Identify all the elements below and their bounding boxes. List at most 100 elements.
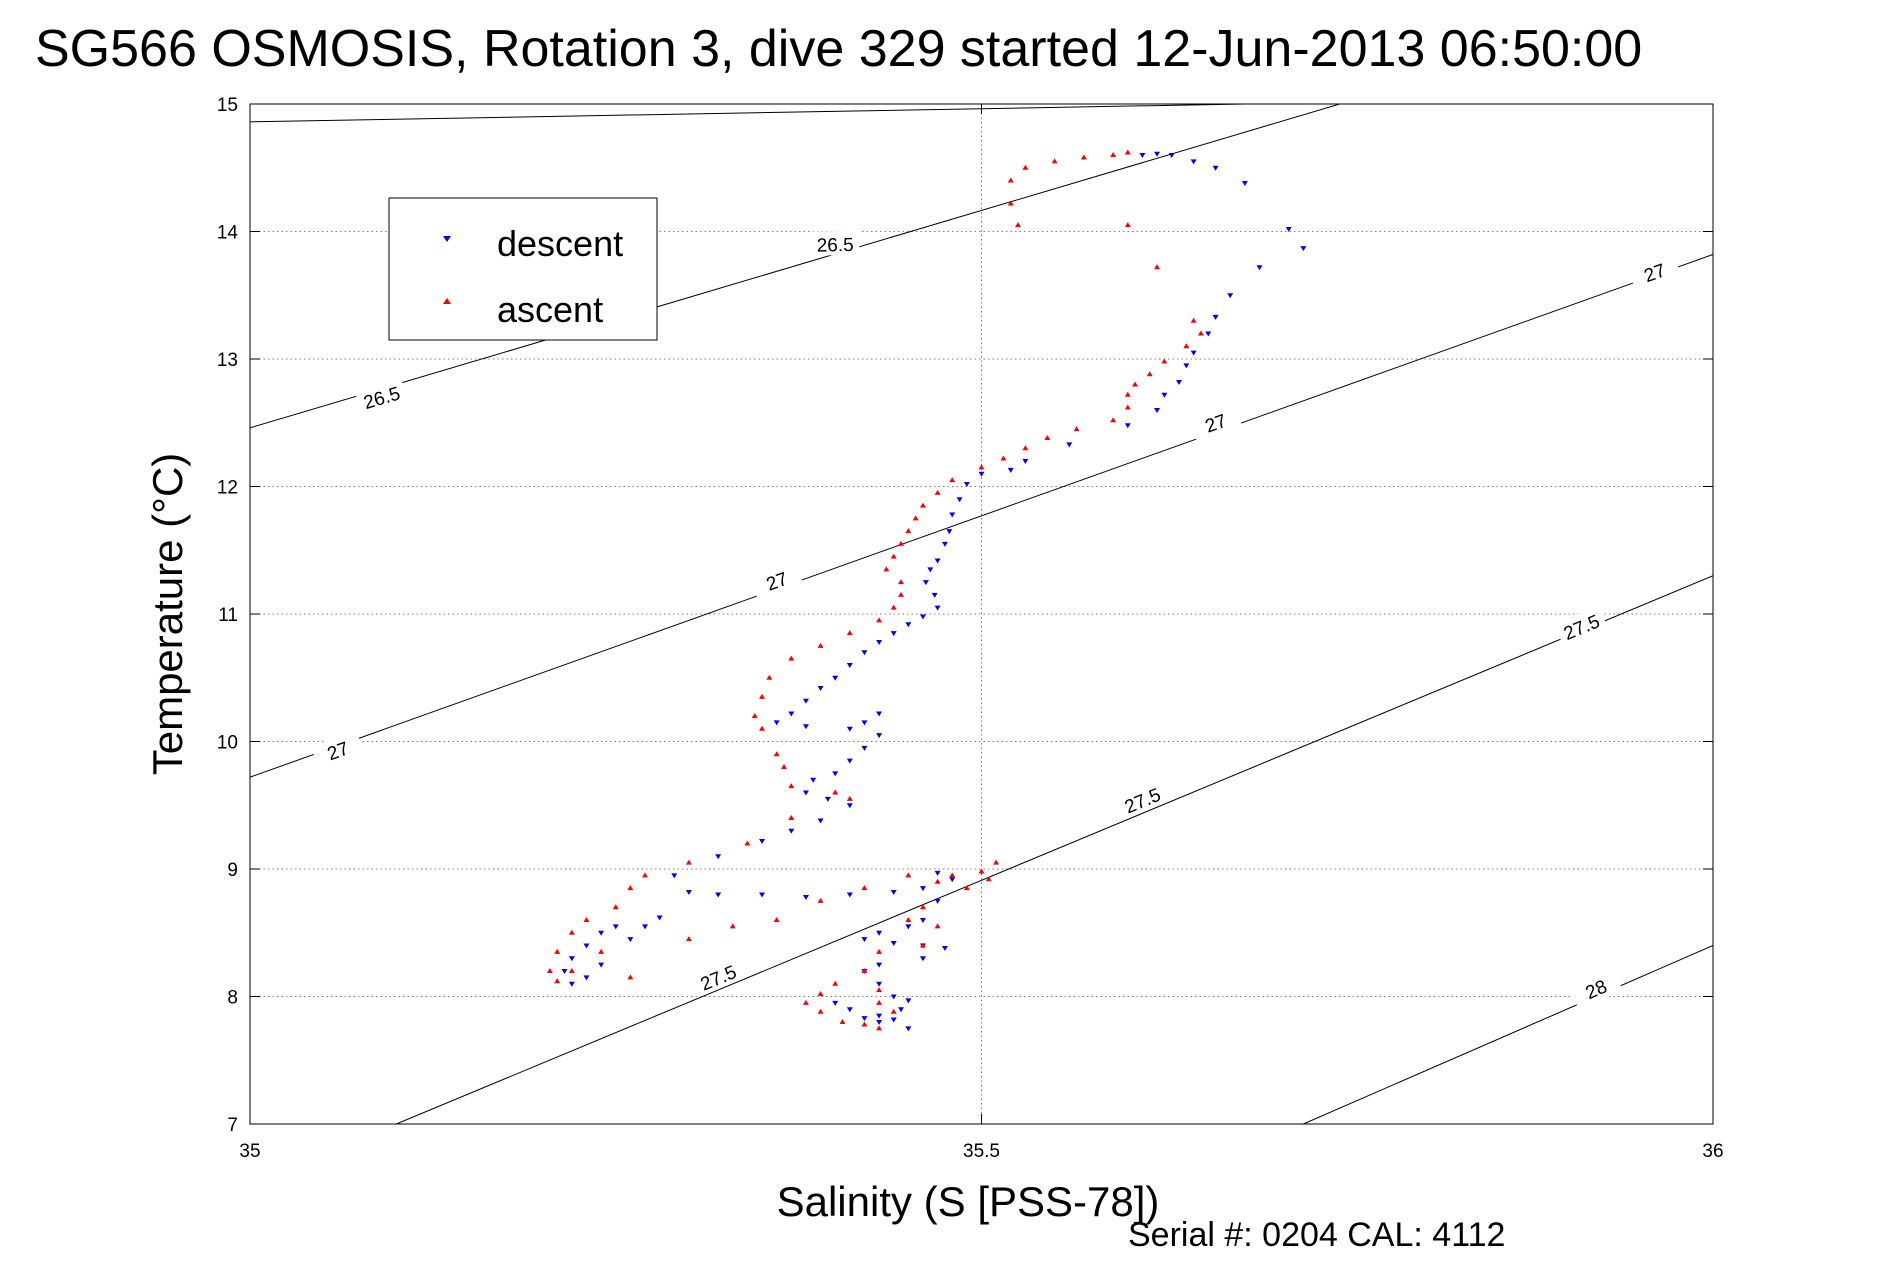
ascent-point: [861, 885, 868, 891]
descent-point: [627, 937, 634, 943]
y-tick-label: 8: [227, 988, 238, 1009]
descent-point: [1241, 181, 1248, 187]
ascent-point: [919, 942, 926, 948]
descent-point: [598, 930, 605, 936]
density-contour-label: 27.5: [1561, 611, 1603, 645]
ascent-point: [1051, 158, 1058, 164]
descent-point: [931, 592, 938, 598]
descent-point: [832, 675, 839, 681]
descent-point: [1205, 331, 1212, 337]
ascent-point: [905, 872, 912, 878]
ascent-point: [978, 868, 985, 874]
ascent-point: [846, 630, 853, 636]
descent-point: [1154, 408, 1161, 413]
descent-point: [1285, 226, 1292, 232]
descent-series: [561, 151, 1307, 1032]
descent-point: [876, 981, 883, 987]
ascent-point: [898, 579, 905, 585]
descent-point: [876, 711, 883, 717]
ascent-point: [1007, 177, 1014, 183]
descent-point: [1022, 459, 1029, 464]
descent-point: [890, 940, 897, 946]
ascent-point: [1183, 343, 1190, 349]
ascent-point: [890, 553, 897, 559]
descent-point: [568, 981, 575, 987]
descent-point: [934, 898, 941, 904]
density-contour-label-backdrop: [310, 730, 365, 769]
y-tick-label: 14: [217, 223, 239, 244]
density-contour-line: [250, 104, 1342, 429]
ascent-point: [642, 872, 649, 878]
descent-point: [671, 873, 678, 879]
density-contour-label: 26.5: [817, 235, 854, 257]
descent-point: [846, 663, 853, 668]
descent-point: [685, 889, 692, 895]
ascent-point: [934, 878, 941, 884]
descent-point: [876, 930, 883, 936]
ascent-point: [1161, 358, 1168, 364]
descent-point: [788, 711, 795, 717]
ascent-point: [898, 540, 905, 546]
ascent-point: [832, 789, 839, 795]
descent-point: [905, 924, 912, 930]
ascent-point: [934, 923, 941, 929]
ascent-point: [546, 968, 553, 973]
descent-point: [876, 962, 883, 968]
descent-point: [583, 975, 590, 981]
density-contour-label-backdrop: [1568, 967, 1623, 1009]
ascent-point: [949, 477, 956, 483]
ascent-point: [773, 917, 780, 922]
ascent-point: [883, 566, 890, 572]
chart-title: SG566 OSMOSIS, Rotation 3, dive 329 star…: [35, 20, 1642, 78]
density-contour-label-backdrop: [1554, 605, 1608, 647]
descent-point: [598, 962, 605, 968]
ascent-point: [1110, 152, 1117, 157]
descent-point: [934, 605, 941, 611]
descent-point: [583, 943, 590, 949]
descent-point: [949, 877, 956, 883]
ascent-point: [759, 693, 766, 699]
ascent-point: [1132, 381, 1139, 387]
descent-point: [1300, 246, 1307, 252]
ascent-point: [876, 948, 883, 954]
legend-ascent-marker: [443, 298, 451, 304]
descent-point: [1256, 265, 1263, 271]
ascent-point: [817, 990, 824, 996]
density-contour-line: [1303, 945, 1713, 1124]
descent-point: [949, 512, 956, 518]
descent-point: [1190, 350, 1197, 356]
descent-point: [922, 580, 929, 586]
x-tick-label: 35.5: [963, 1141, 1000, 1162]
ascent-point: [919, 502, 926, 508]
descent-point: [905, 622, 912, 628]
descent-point: [642, 924, 649, 930]
descent-point: [956, 497, 963, 503]
ascent-point: [876, 999, 883, 1005]
descent-point: [861, 745, 868, 751]
descent-point: [612, 924, 619, 930]
ascent-point: [839, 1019, 846, 1024]
descent-point: [876, 1013, 883, 1019]
ascent-point: [934, 489, 941, 495]
ascent-point: [985, 876, 992, 882]
ascent-point: [846, 795, 853, 801]
descent-point: [759, 838, 766, 844]
descent-point: [898, 1007, 905, 1013]
descent-point: [861, 1016, 868, 1022]
descent-point: [905, 1026, 912, 1032]
ascent-point: [876, 617, 883, 623]
ascent-point: [685, 936, 692, 942]
ascent-point: [1190, 317, 1197, 323]
ascent-point: [744, 840, 751, 846]
density-contour-label-backdrop: [1627, 251, 1681, 291]
x-tick-label: 36: [1702, 1141, 1723, 1162]
descent-point: [919, 886, 926, 892]
legend: descent ascent: [388, 197, 658, 341]
ascent-point: [1022, 445, 1029, 451]
descent-point: [890, 889, 897, 895]
ascent-point: [788, 815, 795, 820]
descent-point: [861, 650, 868, 656]
descent-point: [1183, 363, 1190, 369]
density-contour-line: [250, 104, 1245, 123]
